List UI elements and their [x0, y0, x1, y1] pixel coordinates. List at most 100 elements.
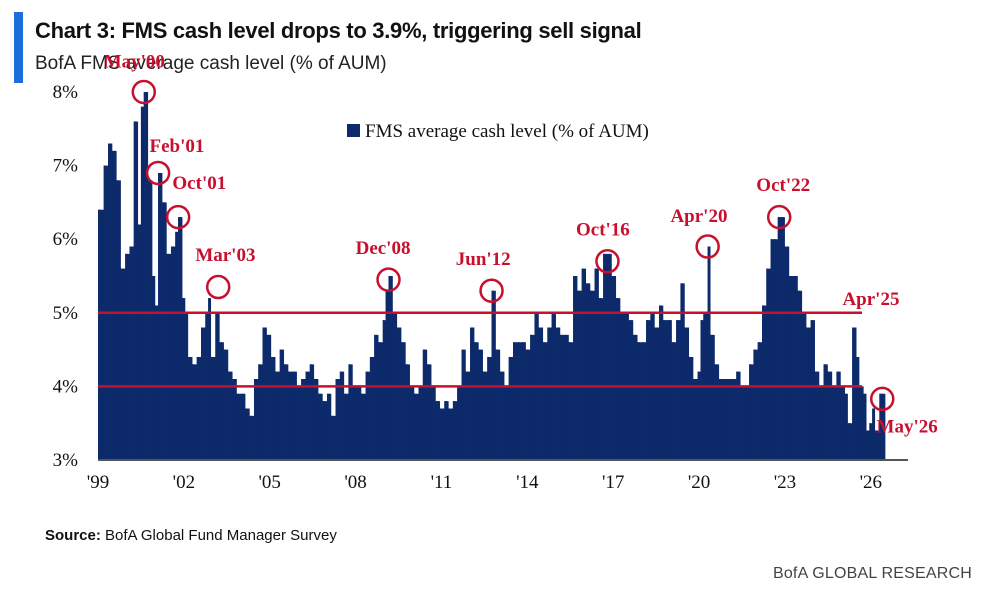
cash-level-bar — [538, 327, 542, 460]
cash-level-bar — [810, 320, 814, 460]
cash-level-bar — [322, 401, 326, 460]
cash-level-bar — [573, 276, 576, 460]
cash-level-bar — [530, 334, 533, 460]
cash-level-bar — [365, 371, 368, 460]
cash-level-bar — [361, 393, 364, 460]
cash-level-bar — [348, 364, 351, 460]
legend-swatch — [347, 124, 360, 137]
cash-level-bar — [129, 246, 132, 460]
cash-level-bar — [654, 327, 658, 460]
cash-level-bar — [840, 386, 844, 460]
cash-level-bar — [335, 379, 338, 460]
cash-level-bar — [309, 364, 313, 460]
cash-level-bar — [444, 401, 447, 460]
cash-level-bar — [603, 253, 606, 460]
cash-level-bar — [258, 364, 261, 460]
cash-level-bar — [148, 180, 151, 460]
cash-level-bar — [856, 356, 859, 460]
cash-level-bar — [431, 386, 434, 460]
cash-level-bar — [262, 327, 265, 460]
cash-level-bar — [116, 180, 119, 460]
cash-level-bar — [637, 342, 640, 460]
cash-level-bar — [211, 356, 214, 460]
cash-level-bar — [275, 371, 278, 460]
cash-level-bar — [500, 371, 503, 460]
cash-level-bar — [339, 371, 343, 460]
annotation-label: Jun'12 — [456, 249, 511, 270]
cash-level-bar — [749, 364, 752, 460]
annotation-label: May'26 — [877, 417, 938, 438]
cash-level-bar — [474, 342, 477, 460]
cash-level-bar — [611, 276, 615, 460]
cash-level-bar — [646, 320, 649, 460]
cash-level-bar — [435, 401, 439, 460]
cash-level-bar — [170, 246, 174, 460]
cash-level-bar — [422, 349, 426, 460]
highlight-circle — [205, 274, 231, 300]
cash-level-bar — [418, 386, 421, 460]
brand-logo-text: BofA GLOBAL RESEARCH — [772, 565, 972, 582]
cash-level-bar — [465, 371, 469, 460]
cash-level-bar — [162, 202, 165, 460]
cash-level-bar — [845, 393, 847, 460]
cash-level-bar — [344, 393, 347, 460]
cash-level-bar — [823, 364, 826, 460]
cash-level-bar — [305, 371, 308, 460]
cash-level-bar — [495, 349, 499, 460]
cash-level-bar — [875, 430, 878, 460]
cash-level-bar — [700, 320, 703, 460]
line-label: Apr'25 — [842, 289, 899, 310]
source-label: Source: — [45, 527, 101, 544]
cash-level-bar — [847, 423, 851, 460]
cash-level-bar — [504, 386, 507, 460]
cash-level-bar — [166, 253, 170, 460]
cash-level-bar — [232, 379, 235, 460]
cash-level-bar — [753, 349, 756, 460]
cash-level-bar — [770, 239, 773, 460]
highlight-circle — [766, 204, 792, 230]
title-accent-bar — [14, 12, 23, 83]
y-tick-label: 8% — [53, 82, 79, 103]
cash-level-bar — [158, 172, 161, 460]
cash-level-bar — [744, 386, 748, 460]
y-tick-label: 7% — [53, 156, 79, 177]
cash-level-bar — [482, 371, 486, 460]
highlight-circle — [479, 278, 504, 303]
cash-level-bar — [814, 371, 818, 460]
highlight-circle — [131, 79, 157, 105]
cash-level-bar — [427, 364, 430, 460]
cash-level-bar — [863, 393, 866, 460]
cash-level-bar — [219, 342, 223, 460]
cash-level-bar — [470, 327, 473, 460]
cash-level-bar — [208, 298, 210, 460]
chart-subtitle: BofA FMS average cash level (% of AUM) — [35, 53, 387, 74]
cash-level-bar — [331, 415, 334, 460]
cash-level-bar — [671, 342, 675, 460]
cash-level-bar — [266, 334, 270, 460]
cash-level-bar — [133, 121, 137, 460]
cash-level-bar — [414, 393, 417, 460]
cash-level-bar — [457, 386, 460, 460]
cash-level-bar — [292, 371, 295, 460]
cash-level-bar — [590, 290, 593, 460]
cash-level-bar — [731, 379, 735, 460]
y-tick-label: 5% — [53, 303, 79, 324]
cash-level-bar — [719, 379, 722, 460]
cash-level-bar — [697, 371, 700, 460]
cash-level-bar — [762, 305, 765, 460]
cash-level-bar — [727, 379, 731, 460]
cash-level-bar — [487, 356, 490, 460]
cash-level-bar — [777, 217, 780, 460]
cash-level-bar — [388, 276, 391, 460]
cash-level-bar — [598, 298, 602, 460]
cash-level-bar — [547, 327, 550, 460]
cash-level-bar — [616, 298, 619, 460]
annotation-label: May'00 — [104, 52, 165, 73]
cash-level-bar — [740, 386, 743, 460]
legend-label: FMS average cash level (% of AUM) — [365, 121, 649, 142]
cash-level-bar — [461, 349, 464, 460]
cash-level-bar — [723, 379, 726, 460]
cash-level-bar — [689, 356, 692, 460]
cash-level-bar — [543, 342, 546, 460]
cash-level-bar — [806, 327, 809, 460]
